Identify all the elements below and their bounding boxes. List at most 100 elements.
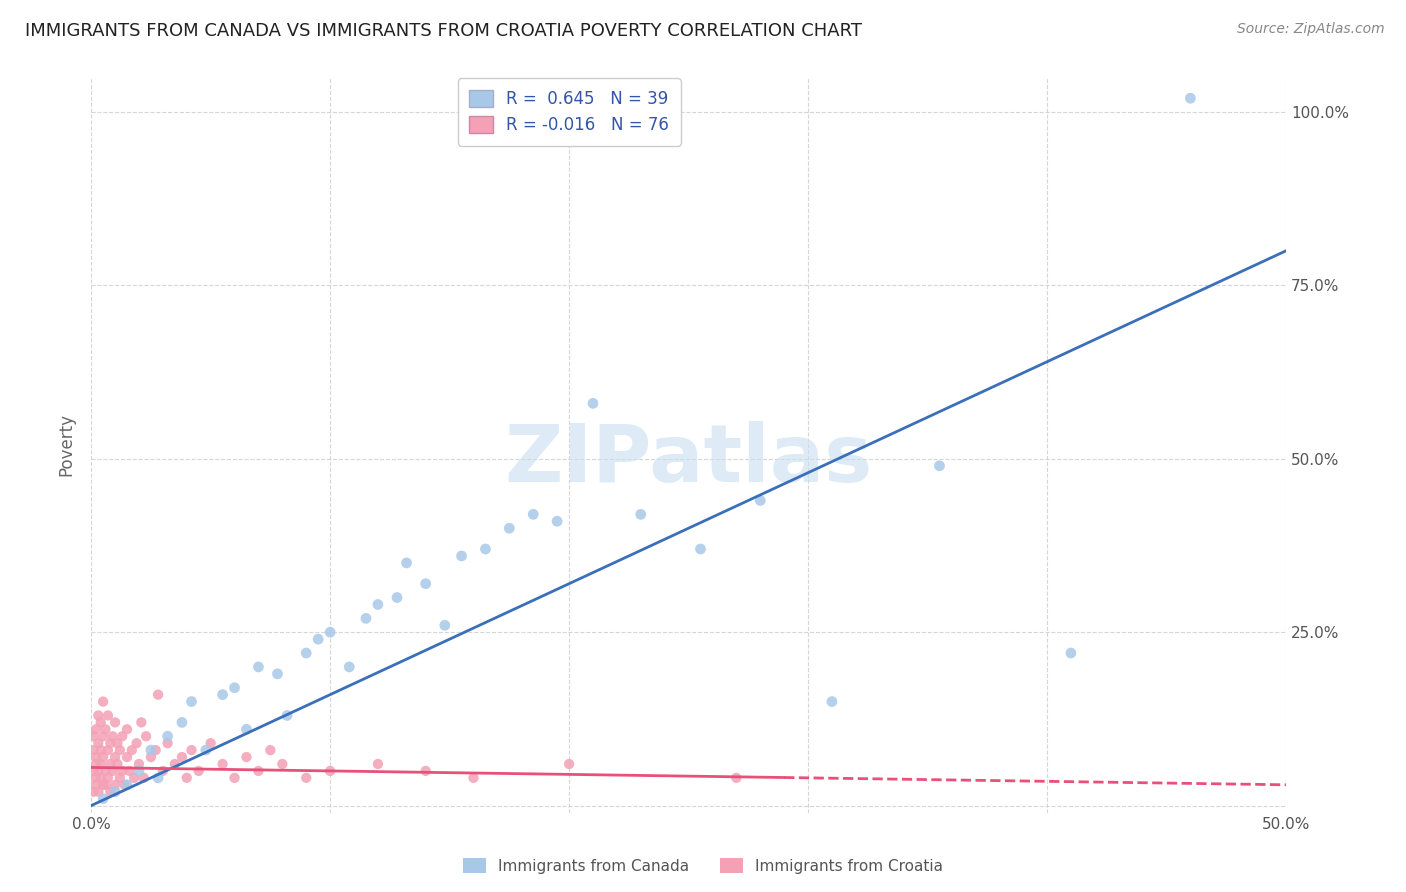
Point — [104, 778, 127, 792]
Point — [558, 756, 581, 771]
Point — [139, 743, 162, 757]
Point — [749, 493, 772, 508]
Point — [121, 743, 143, 757]
Point — [211, 756, 233, 771]
Point — [1180, 91, 1202, 105]
Point — [224, 771, 246, 785]
Point — [91, 695, 114, 709]
Point — [522, 508, 544, 522]
Point — [367, 598, 389, 612]
Point — [83, 729, 105, 743]
Point — [115, 750, 138, 764]
Point — [1060, 646, 1083, 660]
Point — [115, 778, 138, 792]
Point — [132, 771, 155, 785]
Point — [546, 514, 568, 528]
Point — [582, 396, 605, 410]
Point — [91, 791, 114, 805]
Point — [104, 750, 127, 764]
Point — [276, 708, 298, 723]
Point — [104, 715, 127, 730]
Point — [415, 576, 437, 591]
Legend: R =  0.645   N = 39, R = -0.016   N = 76: R = 0.645 N = 39, R = -0.016 N = 76 — [457, 78, 681, 145]
Point — [94, 764, 117, 778]
Point — [135, 729, 157, 743]
Point — [94, 778, 117, 792]
Point — [180, 695, 202, 709]
Point — [107, 756, 129, 771]
Point — [170, 715, 193, 730]
Point — [84, 771, 107, 785]
Point — [91, 729, 114, 743]
Point — [97, 708, 120, 723]
Point — [91, 750, 114, 764]
Point — [319, 764, 342, 778]
Point — [450, 549, 472, 563]
Point — [146, 688, 169, 702]
Point — [295, 771, 318, 785]
Point — [128, 756, 150, 771]
Point — [83, 743, 105, 757]
Point — [84, 778, 107, 792]
Point — [271, 756, 294, 771]
Point — [108, 743, 131, 757]
Point — [111, 729, 134, 743]
Point — [97, 743, 120, 757]
Point — [107, 736, 129, 750]
Point — [247, 660, 270, 674]
Point — [176, 771, 198, 785]
Point — [180, 743, 202, 757]
Point — [128, 764, 150, 778]
Legend: Immigrants from Canada, Immigrants from Croatia: Immigrants from Canada, Immigrants from … — [457, 852, 949, 880]
Point — [337, 660, 360, 674]
Point — [90, 771, 112, 785]
Point — [367, 756, 389, 771]
Point — [101, 729, 124, 743]
Point — [194, 743, 217, 757]
Point — [474, 541, 496, 556]
Point — [108, 771, 131, 785]
Point — [354, 611, 377, 625]
Point — [97, 771, 120, 785]
Point — [385, 591, 408, 605]
Point — [87, 764, 110, 778]
Point — [83, 785, 105, 799]
Point — [224, 681, 246, 695]
Point — [98, 736, 121, 750]
Point — [928, 458, 950, 473]
Point — [104, 785, 127, 799]
Point — [84, 750, 107, 764]
Point — [152, 764, 174, 778]
Point — [725, 771, 748, 785]
Point — [689, 541, 711, 556]
Point — [295, 646, 318, 660]
Point — [114, 778, 136, 792]
Point — [319, 625, 342, 640]
Point — [90, 756, 112, 771]
Point — [101, 764, 124, 778]
Point — [307, 632, 329, 647]
Point — [91, 778, 114, 792]
Point — [87, 736, 110, 750]
Point — [170, 750, 193, 764]
Point — [247, 764, 270, 778]
Point — [235, 750, 257, 764]
Point — [498, 521, 520, 535]
Point — [145, 743, 167, 757]
Point — [235, 723, 257, 737]
Point — [187, 764, 209, 778]
Point — [90, 743, 112, 757]
Point — [87, 708, 110, 723]
Point — [259, 743, 281, 757]
Point — [118, 764, 141, 778]
Point — [163, 756, 186, 771]
Y-axis label: Poverty: Poverty — [58, 414, 75, 476]
Point — [156, 729, 179, 743]
Point — [125, 736, 148, 750]
Point — [84, 723, 107, 737]
Point — [94, 723, 117, 737]
Text: IMMIGRANTS FROM CANADA VS IMMIGRANTS FROM CROATIA POVERTY CORRELATION CHART: IMMIGRANTS FROM CANADA VS IMMIGRANTS FRO… — [25, 22, 862, 40]
Point — [111, 764, 134, 778]
Point — [415, 764, 437, 778]
Point — [84, 756, 107, 771]
